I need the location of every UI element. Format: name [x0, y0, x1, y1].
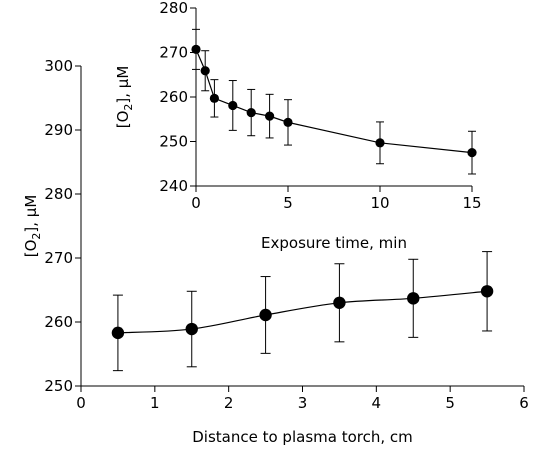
y-tick-label: 300: [44, 57, 73, 75]
x-tick-label: 4: [372, 394, 382, 412]
x-tick-label: 2: [224, 394, 234, 412]
data-point: [228, 100, 238, 111]
data-point: [480, 285, 494, 298]
y-axis-title: [O2], µM: [22, 195, 43, 258]
x-tick-label: 5: [445, 394, 455, 412]
y-axis-title-subscript: 2: [30, 233, 43, 240]
y-tick-label: 280: [159, 0, 188, 17]
y-axis-title-part: ], µM: [114, 66, 132, 104]
data-point: [265, 111, 275, 121]
x-tick-label: 5: [283, 194, 293, 212]
x-tick-label: 15: [462, 194, 481, 212]
y-tick-label: 270: [159, 44, 188, 62]
y-tick-label: 290: [44, 121, 73, 139]
y-axis-title-part: [O: [114, 111, 132, 129]
x-axis-title: Exposure time, min: [261, 234, 407, 252]
y-axis-title-subscript: 2: [122, 104, 135, 111]
y-tick-label: 250: [159, 133, 188, 151]
data-point: [200, 66, 210, 76]
y-axis-title: [O2], µM: [114, 66, 135, 129]
inset-chart: 0 5 10 15 240 250 260 270 280 Exposure time, min […: [114, 0, 482, 252]
x-tick-label: 1: [150, 394, 160, 412]
data-point: [259, 308, 272, 322]
y-tick-label: 260: [44, 313, 73, 331]
y-tick-label: 240: [159, 177, 188, 195]
y-tick-label: 250: [44, 377, 73, 395]
data-point: [191, 44, 201, 54]
data-point: [407, 292, 420, 305]
y-axis-title-part: [O: [22, 240, 40, 258]
x-axis-title: Distance to plasma torch, cm: [192, 428, 413, 446]
series-line: [117, 290, 488, 334]
series-line: [195, 49, 473, 154]
data-point: [467, 148, 477, 158]
x-tick-label: 10: [370, 194, 389, 212]
data-point: [209, 93, 219, 103]
data-point: [246, 107, 256, 118]
x-tick-label: 6: [519, 394, 529, 412]
data-point: [333, 296, 346, 309]
x-tick-label: 3: [298, 394, 308, 412]
data-point: [111, 326, 125, 340]
data-point: [283, 117, 293, 127]
y-tick-label: 280: [44, 185, 73, 203]
y-tick-label: 260: [159, 88, 188, 106]
data-point: [185, 322, 198, 336]
data-point: [375, 138, 385, 148]
x-tick-label: 0: [76, 394, 86, 412]
y-tick-label: 270: [44, 249, 73, 267]
x-tick-label: 0: [191, 194, 201, 212]
y-axis-title-part: ], µM: [22, 195, 40, 233]
